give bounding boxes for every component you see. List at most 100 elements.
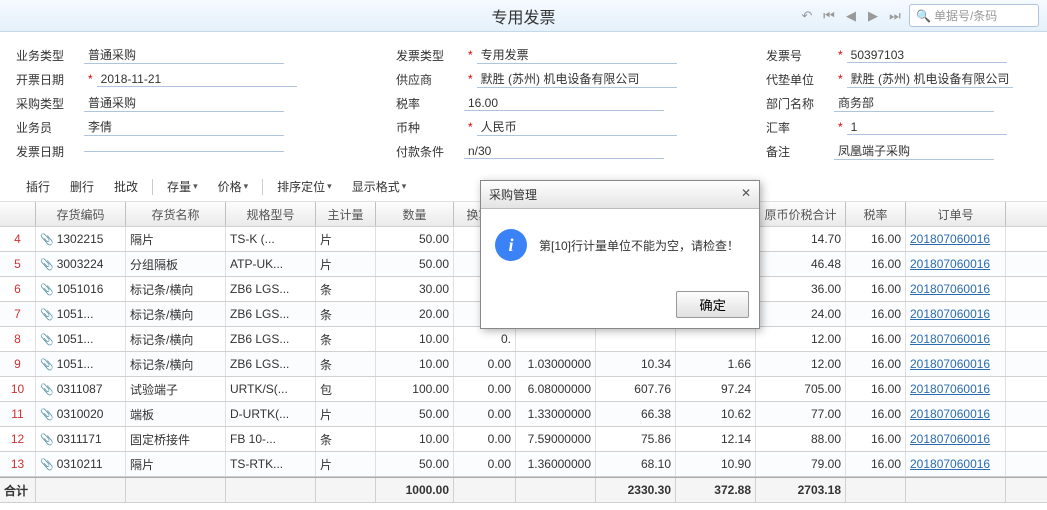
cell-c8[interactable]: 66.38	[596, 402, 676, 426]
cell-uom[interactable]: 片	[316, 252, 376, 276]
cell-rate[interactable]: 0.00	[454, 352, 516, 376]
cell-c9[interactable]: 97.24	[676, 377, 756, 401]
cell-c7[interactable]: 1.36000000	[516, 452, 596, 476]
cell-qty[interactable]: 50.00	[376, 227, 454, 251]
display-dropdown[interactable]: 显示格式	[346, 176, 413, 197]
cell-spec[interactable]: D-URTK(...	[226, 402, 316, 426]
column-header[interactable]: 存货名称	[126, 202, 226, 226]
cell-spec[interactable]: ZB6 LGS...	[226, 277, 316, 301]
cell-name[interactable]: 标记条/横向	[126, 352, 226, 376]
cell-order-link[interactable]: 201807060016	[906, 402, 1006, 426]
cell-order-link[interactable]: 201807060016	[906, 452, 1006, 476]
cell-uom[interactable]: 片	[316, 452, 376, 476]
cell-spec[interactable]: ATP-UK...	[226, 252, 316, 276]
value-clerk[interactable]: 李倩	[84, 118, 284, 136]
table-row[interactable]: 11📎0310020端板D-URTK(...片50.000.001.330000…	[0, 402, 1047, 427]
cell-c9[interactable]: 10.90	[676, 452, 756, 476]
cell-qty[interactable]: 10.00	[376, 352, 454, 376]
value-invoice-no[interactable]: 50397103	[847, 48, 1007, 63]
ok-button[interactable]: 确定	[676, 291, 749, 318]
cell-spec[interactable]: URTK/S(...	[226, 377, 316, 401]
cell-tax[interactable]: 16.00	[846, 402, 906, 426]
value-bill-date[interactable]: 2018-11-21	[97, 72, 297, 87]
value-supplier[interactable]: 默胜 (苏州) 机电设备有限公司	[477, 70, 677, 88]
cell-c8[interactable]: 607.76	[596, 377, 676, 401]
cell-spec[interactable]: ZB6 LGS...	[226, 352, 316, 376]
cell-c8[interactable]: 68.10	[596, 452, 676, 476]
cell-c8[interactable]: 75.86	[596, 427, 676, 451]
cell-order-link[interactable]: 201807060016	[906, 377, 1006, 401]
table-row[interactable]: 13📎0310211隔片TS-RTK...片50.000.001.3600000…	[0, 452, 1047, 477]
cell-name[interactable]: 分组隔板	[126, 252, 226, 276]
insert-row-button[interactable]: 插行	[20, 176, 56, 197]
value-currency[interactable]: 人民币	[477, 118, 677, 136]
cell-total[interactable]: 12.00	[756, 352, 846, 376]
table-row[interactable]: 10📎0311087试验端子URTK/S(...包100.000.006.080…	[0, 377, 1047, 402]
cell-order-link[interactable]: 201807060016	[906, 277, 1006, 301]
cell-name[interactable]: 标记条/横向	[126, 302, 226, 326]
attachment-icon[interactable]: 📎	[40, 408, 54, 421]
column-header[interactable]: 订单号	[906, 202, 1006, 226]
cell-total[interactable]: 77.00	[756, 402, 846, 426]
cell-rate[interactable]: 0.00	[454, 402, 516, 426]
value-remark[interactable]: 凤凰端子采购	[834, 142, 994, 160]
cell-name[interactable]: 标记条/横向	[126, 277, 226, 301]
cell-code[interactable]: 📎1302215	[36, 227, 126, 251]
value-exchange[interactable]: 1	[847, 120, 1007, 135]
value-purchase-type[interactable]: 普通采购	[84, 94, 284, 112]
cell-c7[interactable]: 7.59000000	[516, 427, 596, 451]
cell-name[interactable]: 端板	[126, 402, 226, 426]
first-icon[interactable]: ⏮	[821, 8, 837, 24]
cell-name[interactable]: 固定桥接件	[126, 427, 226, 451]
cell-code[interactable]: 📎3003224	[36, 252, 126, 276]
cell-qty[interactable]: 20.00	[376, 302, 454, 326]
column-header[interactable]	[0, 202, 36, 226]
cell-tax[interactable]: 16.00	[846, 302, 906, 326]
cell-tax[interactable]: 16.00	[846, 327, 906, 351]
cell-tax[interactable]: 16.00	[846, 352, 906, 376]
cell-qty[interactable]: 50.00	[376, 402, 454, 426]
cell-c8[interactable]: 10.34	[596, 352, 676, 376]
cell-total[interactable]: 12.00	[756, 327, 846, 351]
search-input[interactable]: 🔍单据号/条码	[909, 4, 1039, 27]
column-header[interactable]: 存货编码	[36, 202, 126, 226]
cell-tax[interactable]: 16.00	[846, 277, 906, 301]
cell-qty[interactable]: 50.00	[376, 252, 454, 276]
cell-code[interactable]: 📎0311171	[36, 427, 126, 451]
refresh-icon[interactable]: ↶	[799, 8, 815, 24]
cell-c7[interactable]: 1.33000000	[516, 402, 596, 426]
value-biz-type[interactable]: 普通采购	[84, 46, 284, 64]
cell-c9[interactable]	[676, 327, 756, 351]
cell-code[interactable]: 📎1051...	[36, 352, 126, 376]
cell-tax[interactable]: 16.00	[846, 427, 906, 451]
value-invoice-date[interactable]	[84, 151, 284, 152]
cell-code[interactable]: 📎0310211	[36, 452, 126, 476]
cell-order-link[interactable]: 201807060016	[906, 327, 1006, 351]
sort-dropdown[interactable]: 排序定位	[271, 176, 338, 197]
cell-tax[interactable]: 16.00	[846, 452, 906, 476]
table-row[interactable]: 12📎0311171固定桥接件FB 10-...条10.000.007.5900…	[0, 427, 1047, 452]
value-dept[interactable]: 商务部	[834, 94, 994, 112]
column-header[interactable]: 原币价税合计	[756, 202, 846, 226]
cell-rate[interactable]: 0.	[454, 327, 516, 351]
value-advance-unit[interactable]: 默胜 (苏州) 机电设备有限公司	[847, 70, 1014, 88]
cell-order-link[interactable]: 201807060016	[906, 302, 1006, 326]
column-header[interactable]: 主计量	[316, 202, 376, 226]
cell-uom[interactable]: 条	[316, 427, 376, 451]
cell-uom[interactable]: 条	[316, 302, 376, 326]
cell-qty[interactable]: 10.00	[376, 327, 454, 351]
close-icon[interactable]: ✕	[741, 186, 751, 203]
column-header[interactable]: 数量	[376, 202, 454, 226]
cell-name[interactable]: 标记条/横向	[126, 327, 226, 351]
last-icon[interactable]: ⏭	[887, 8, 903, 24]
value-invoice-type[interactable]: 专用发票	[477, 46, 677, 64]
cell-uom[interactable]: 包	[316, 377, 376, 401]
table-row[interactable]: 8📎1051...标记条/横向ZB6 LGS...条10.000.12.0016…	[0, 327, 1047, 352]
cell-spec[interactable]: TS-K (...	[226, 227, 316, 251]
stock-dropdown[interactable]: 存量	[161, 176, 204, 197]
cell-code[interactable]: 📎1051016	[36, 277, 126, 301]
cell-total[interactable]: 88.00	[756, 427, 846, 451]
column-header[interactable]: 规格型号	[226, 202, 316, 226]
cell-code[interactable]: 📎1051...	[36, 327, 126, 351]
cell-c9[interactable]: 12.14	[676, 427, 756, 451]
